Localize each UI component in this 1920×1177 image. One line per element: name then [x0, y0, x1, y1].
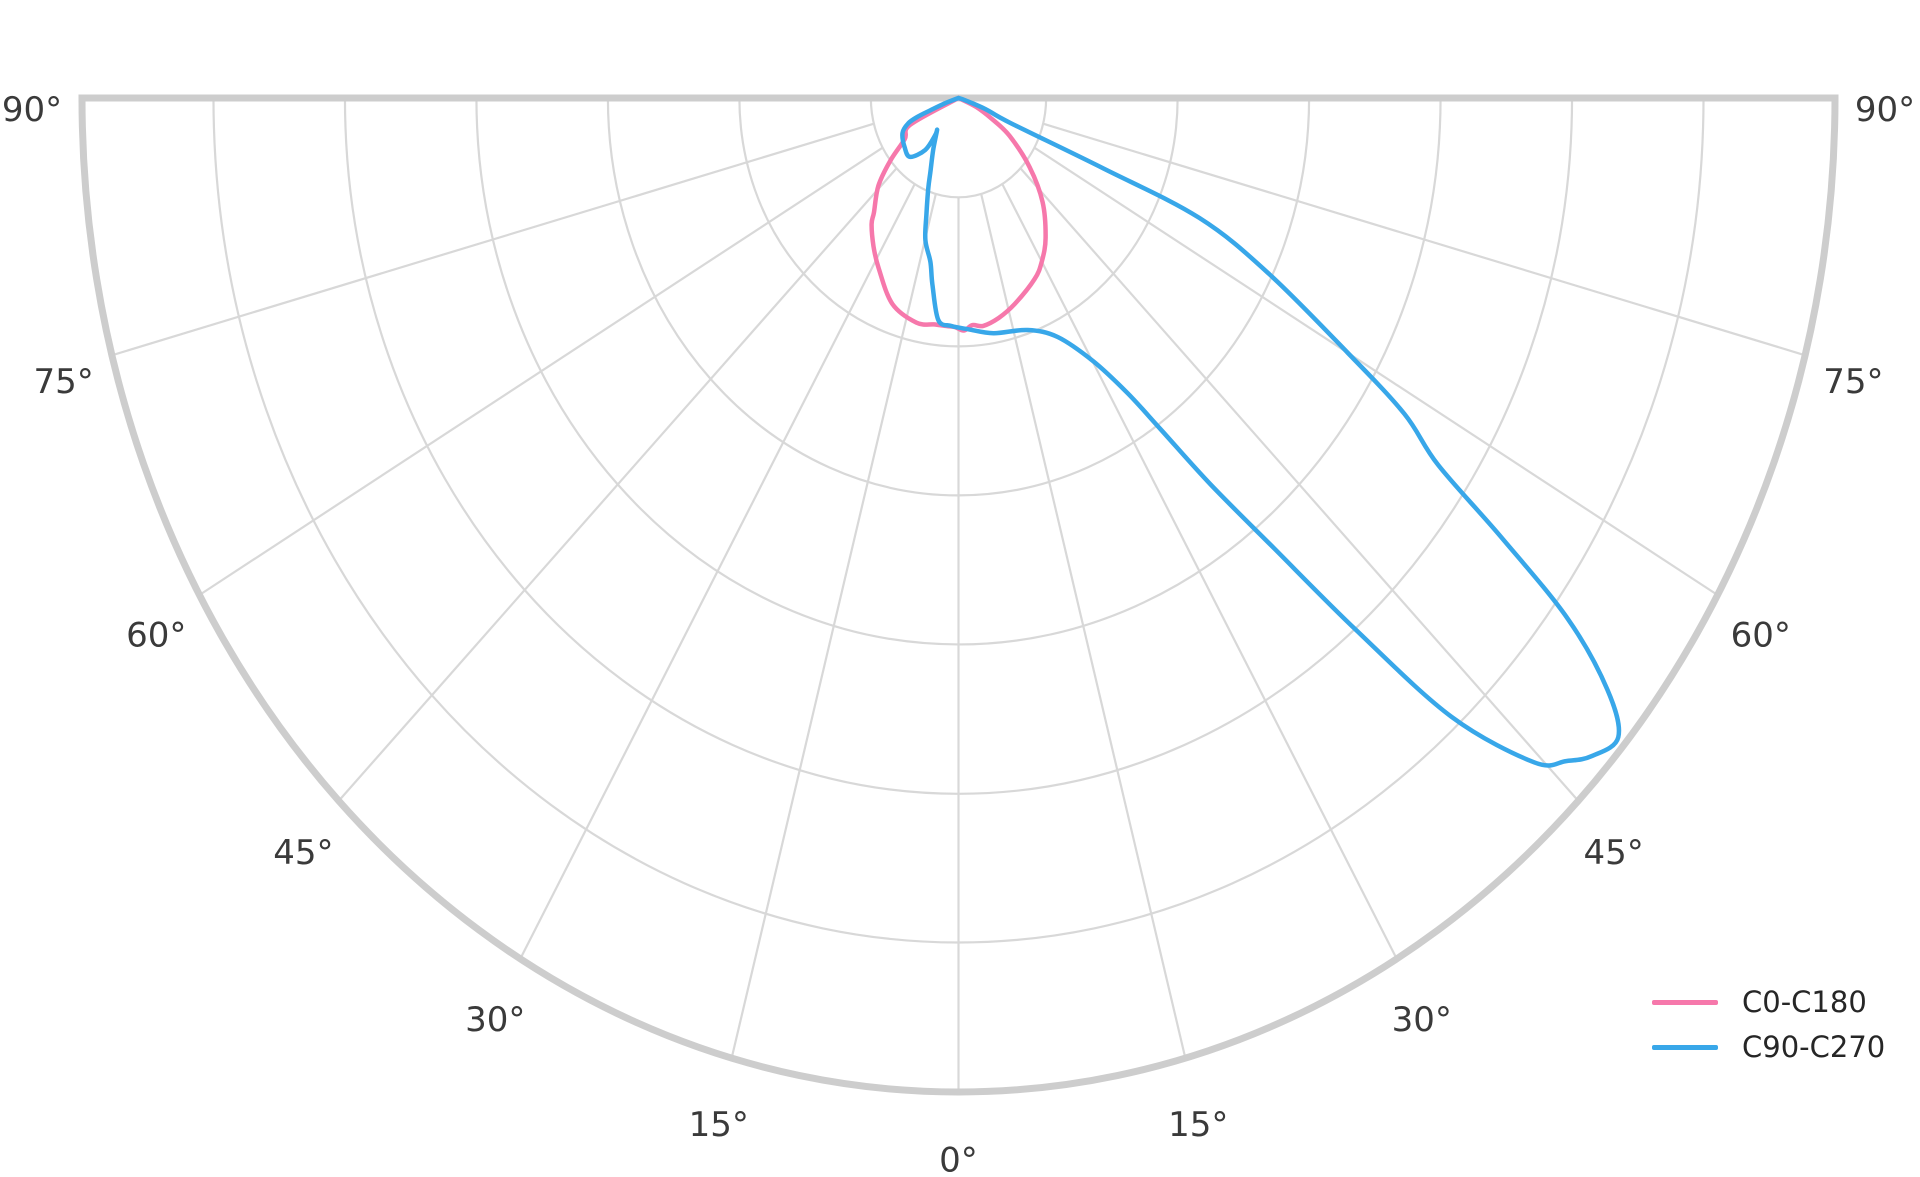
legend-label-c90-c270: C90-C270	[1742, 1030, 1886, 1064]
legend-label-c0-c180: C0-C180	[1742, 985, 1867, 1019]
spoke-gridline	[111, 122, 875, 357]
angle-tick-labels: 90° 75° 60° 45° 30° 15° 0° 15° 30° 45° 60° 75° 90°	[2, 90, 1915, 1177]
legend-item-c90-c270: C90-C270	[1652, 1029, 1885, 1065]
spoke-gridline	[519, 183, 916, 960]
spoke-gridline	[1042, 122, 1806, 357]
spoke-gridline	[1033, 146, 1719, 596]
outer-rim	[78, 97, 1839, 1096]
legend-line-c90-c270-icon	[1652, 1044, 1718, 1050]
tick-label-60-left: 60°	[126, 615, 186, 655]
spoke-gridline	[730, 193, 937, 1059]
spoke-gridline	[980, 193, 1187, 1059]
legend-item-c0-c180: C0-C180	[1652, 984, 1885, 1020]
legend: C0-C180 C90-C270	[1652, 984, 1885, 1065]
series-curves	[869, 95, 1622, 768]
tick-label-90-right: 90°	[1855, 90, 1915, 130]
spoke-gridline	[198, 146, 884, 596]
tick-label-45-right: 45°	[1583, 833, 1643, 873]
spoke-gridline	[1001, 183, 1398, 960]
series-curve-c90-c270	[900, 95, 1622, 768]
tick-label-75-left: 75°	[33, 362, 93, 402]
tick-label-45-left: 45°	[273, 833, 333, 873]
polar-grid	[78, 97, 1839, 1096]
tick-label-75-right: 75°	[1823, 362, 1883, 402]
spoke-gridline	[1019, 167, 1580, 802]
tick-label-60-right: 60°	[1731, 615, 1791, 655]
tick-label-30-left: 30°	[465, 1000, 525, 1040]
tick-label-15-left: 15°	[689, 1105, 749, 1145]
tick-label-90-left: 90°	[2, 90, 62, 130]
tick-label-0: 0°	[939, 1141, 978, 1177]
legend-line-c0-c180-icon	[1652, 999, 1718, 1005]
spoke-gridline	[337, 167, 898, 802]
tick-label-15-right: 15°	[1168, 1105, 1228, 1145]
tick-label-30-right: 30°	[1392, 1000, 1452, 1040]
